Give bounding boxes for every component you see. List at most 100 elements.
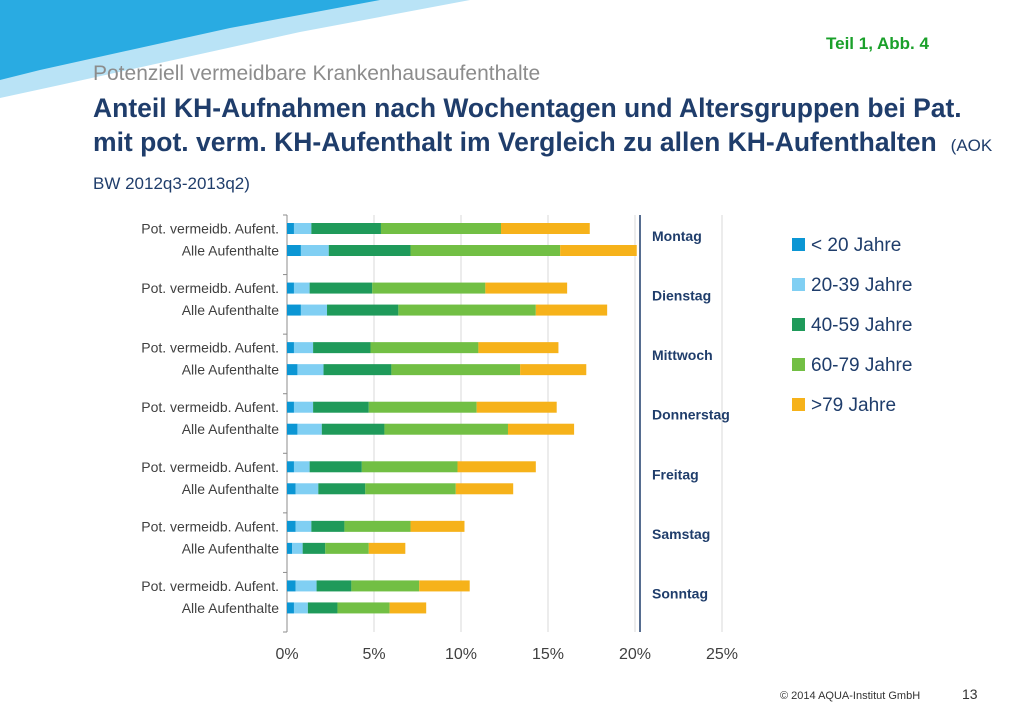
bar-segment	[287, 401, 294, 413]
legend-swatch	[792, 398, 805, 411]
bar-segment	[287, 483, 296, 495]
bar-segment	[287, 461, 294, 473]
bar-segment	[302, 542, 326, 554]
bar-segment	[485, 282, 568, 294]
bar-segment	[311, 520, 345, 532]
bar-segment	[297, 364, 324, 376]
row-label: Pot. vermeidb. Aufent.	[141, 578, 279, 594]
bar-segment	[318, 483, 366, 495]
row-label: Pot. vermeidb. Aufent.	[141, 399, 279, 415]
bar-segment	[457, 461, 536, 473]
bar-segment	[293, 223, 312, 234]
day-label: Montag	[652, 228, 702, 244]
legend-label: < 20 Jahre	[811, 235, 901, 256]
bar-segment	[535, 304, 608, 316]
bar-segment	[351, 580, 420, 592]
footer-copyright: © 2014 AQUA-Institut GmbH	[780, 690, 921, 702]
bar-segment	[384, 423, 508, 435]
bar-segment	[365, 483, 456, 495]
bar-segment	[293, 342, 314, 354]
bar-segment	[476, 401, 557, 413]
bar-segment	[560, 245, 637, 256]
row-label: Alle Aufenthalte	[182, 600, 280, 616]
legend-swatch	[792, 278, 805, 291]
bar-segment	[293, 602, 308, 614]
bar-segment	[370, 342, 479, 354]
bar-segment	[313, 401, 369, 413]
bar-segment	[287, 423, 298, 435]
bar-segment	[287, 245, 301, 256]
bar-segment	[287, 520, 296, 532]
legend-label: 40-59 Jahre	[811, 315, 912, 336]
row-label: Pot. vermeidb. Aufent.	[141, 280, 279, 296]
row-label: Pot. vermeidb. Aufent.	[141, 221, 279, 237]
bar-segment	[344, 520, 411, 532]
day-label: Donnerstag	[652, 407, 730, 423]
bar-segment	[380, 223, 502, 234]
row-label: Pot. vermeidb. Aufent.	[141, 518, 279, 534]
bar-segment	[410, 245, 561, 256]
bar-segment	[287, 223, 294, 234]
figure-tag: Teil 1, Abb. 4	[826, 34, 929, 53]
x-tick-label: 10%	[445, 646, 477, 663]
bar-segment	[316, 580, 352, 592]
bar-segment	[300, 304, 328, 316]
bar-segment	[293, 401, 314, 413]
bar-segment	[287, 542, 293, 554]
bar-segment	[368, 542, 406, 554]
bar-segment	[410, 520, 465, 532]
day-label: Sonntag	[652, 585, 708, 601]
bar-segment	[313, 342, 371, 354]
day-label: Dienstag	[652, 288, 711, 304]
slide-title: Anteil KH-Aufnahmen nach Wochentagen und…	[93, 91, 1003, 201]
row-label: Pot. vermeidb. Aufent.	[141, 340, 279, 356]
bar-segment	[361, 461, 458, 473]
x-tick-label: 5%	[362, 646, 385, 663]
day-label: Mittwoch	[652, 347, 713, 363]
row-label: Alle Aufenthalte	[182, 243, 280, 259]
bar-segment	[368, 401, 477, 413]
row-label: Alle Aufenthalte	[182, 302, 280, 318]
bar-segment	[287, 602, 294, 614]
row-label: Alle Aufenthalte	[182, 540, 280, 556]
legend-label: 60-79 Jahre	[811, 355, 912, 376]
row-label: Alle Aufenthalte	[182, 481, 280, 497]
bar-segment	[309, 282, 373, 294]
bar-segment	[327, 304, 399, 316]
bar-segment	[309, 461, 362, 473]
legend-label: >79 Jahre	[811, 395, 896, 416]
bar-segment	[391, 364, 521, 376]
slide-title-text: Anteil KH-Aufnahmen nach Wochentagen und…	[93, 93, 962, 157]
bar-segment	[300, 245, 329, 256]
slide-title-source: (AOK BW 2012q3-2013q2)	[93, 136, 993, 193]
x-tick-label: 15%	[532, 646, 564, 663]
slide-supertitle: Potenziell vermeidbare Krankenhausaufent…	[93, 62, 541, 85]
bar-segment	[287, 304, 301, 316]
bar-segment	[337, 602, 390, 614]
page-number: 13	[962, 686, 978, 702]
day-label: Samstag	[652, 526, 710, 542]
bar-segment	[287, 282, 294, 294]
bar-segment	[311, 223, 381, 234]
bar-segment	[455, 483, 514, 495]
bar-segment	[293, 461, 310, 473]
row-label: Pot. vermeidb. Aufent.	[141, 459, 279, 475]
bar-segment	[307, 602, 338, 614]
bar-segment	[295, 520, 312, 532]
x-tick-label: 25%	[706, 646, 738, 663]
bar-segment	[389, 602, 427, 614]
x-tick-label: 20%	[619, 646, 651, 663]
bar-segment	[325, 542, 369, 554]
bar-segment	[398, 304, 536, 316]
day-label: Freitag	[652, 466, 699, 482]
bar-segment	[507, 423, 575, 435]
legend-swatch	[792, 358, 805, 371]
bar-segment	[297, 423, 322, 435]
bar-segment	[323, 364, 392, 376]
bar-segment	[293, 282, 310, 294]
row-label: Alle Aufenthalte	[182, 362, 280, 378]
x-tick-label: 0%	[275, 646, 298, 663]
bar-segment	[321, 423, 385, 435]
bar-segment	[292, 542, 303, 554]
